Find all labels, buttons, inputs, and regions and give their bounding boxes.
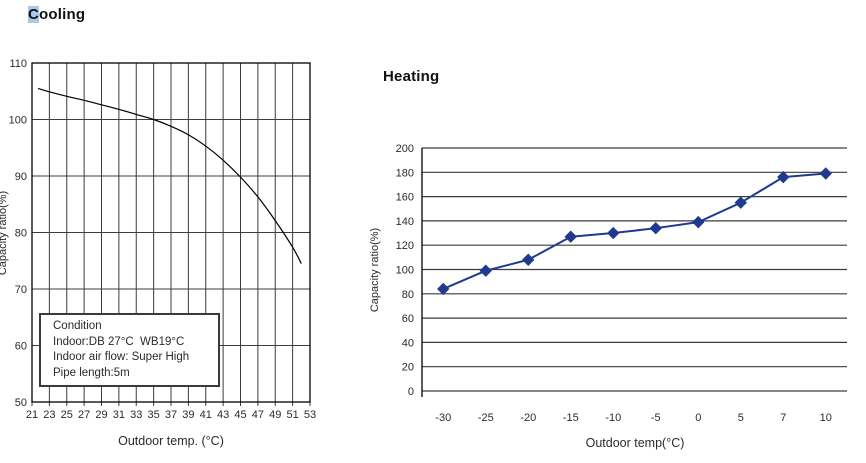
data-point-diamond xyxy=(649,221,662,235)
x-tick-label: 51 xyxy=(287,409,299,421)
heating-chart-title: Heating xyxy=(383,68,440,85)
cooling-curve xyxy=(37,87,302,264)
condition-line: Pipe length:5m xyxy=(53,366,130,379)
cooling-chart: Capacity ratio(%) Outdoor temp. (°C) 21 2… xyxy=(0,58,316,448)
data-point-diamond xyxy=(479,264,492,277)
x-tick-label: -15 xyxy=(563,412,579,424)
cooling-chart-title: Cooling xyxy=(28,6,86,23)
data-point-diamond xyxy=(692,215,705,229)
x-tick-label: -25 xyxy=(478,412,494,424)
x-tick-label: 35 xyxy=(148,409,160,421)
y-tick-label: 50 xyxy=(15,397,27,409)
data-point-diamond xyxy=(437,282,450,296)
x-tick-label: 27 xyxy=(78,409,90,421)
y-tick-label: 200 xyxy=(396,143,414,155)
x-tick-label: 43 xyxy=(217,409,229,421)
heating-line xyxy=(442,172,826,290)
x-tick-label: 7 xyxy=(780,412,786,424)
cooling-y-axis-label: Capacity ratio(%) xyxy=(0,191,9,275)
x-tick-label: 0 xyxy=(695,412,701,424)
condition-line: Condition xyxy=(53,320,102,332)
y-tick-label: 20 xyxy=(402,362,414,374)
y-tick-label: 100 xyxy=(396,265,414,277)
x-tick-label: 45 xyxy=(234,409,246,421)
x-tick-label: 41 xyxy=(200,409,212,421)
condition-line: Indoor:DB 27°C WB19°C xyxy=(53,335,185,348)
x-tick-label: -5 xyxy=(651,412,661,424)
x-tick-label: -10 xyxy=(605,412,621,424)
y-tick-label: 90 xyxy=(15,171,27,183)
x-tick-label: 31 xyxy=(113,409,125,421)
x-tick-label: 10 xyxy=(820,412,832,424)
cooling-x-axis-label: Outdoor temp. (°C) xyxy=(118,434,224,448)
data-point-diamond xyxy=(819,167,832,180)
x-tick-label: 33 xyxy=(130,409,142,421)
x-tick-label: -30 xyxy=(435,412,451,424)
y-tick-label: 160 xyxy=(396,192,414,204)
heating-chart: Capacity ratio(%) Outdoor temp(°C) 0 20 40… xyxy=(369,143,847,450)
x-tick-label: -20 xyxy=(520,412,536,424)
heating-y-axis-label: Capacity ratio(%) xyxy=(369,228,381,312)
y-tick-label: 100 xyxy=(9,115,27,127)
y-tick-label: 40 xyxy=(402,337,414,349)
x-tick-label: 25 xyxy=(61,409,73,421)
x-tick-label: 39 xyxy=(182,409,194,421)
condition-line: Indoor air flow: Super High xyxy=(53,351,190,363)
y-tick-label: 80 xyxy=(402,289,414,301)
data-point-diamond xyxy=(607,226,620,240)
y-tick-label: 60 xyxy=(15,341,27,353)
x-tick-label: 21 xyxy=(26,409,38,421)
y-tick-label: 0 xyxy=(408,386,414,398)
data-point-diamond xyxy=(522,253,535,266)
y-tick-label: 70 xyxy=(15,284,27,296)
x-tick-label: 49 xyxy=(269,409,281,421)
x-tick-label: 23 xyxy=(43,409,55,421)
x-tick-label: 53 xyxy=(304,409,316,421)
x-tick-label: 5 xyxy=(738,412,744,424)
y-tick-label: 120 xyxy=(396,240,414,252)
y-tick-label: 180 xyxy=(396,167,414,179)
condition-box: Condition Indoor:DB 27°C WB19°C Indoor a… xyxy=(39,313,220,387)
plot-border xyxy=(31,62,311,403)
y-tick-label: 140 xyxy=(396,216,414,228)
y-tick-label: 60 xyxy=(402,313,414,325)
data-point-diamond xyxy=(777,170,790,184)
data-point-diamond xyxy=(564,230,577,243)
x-tick-label: 47 xyxy=(252,409,264,421)
x-tick-label: 37 xyxy=(165,409,177,421)
x-tick-label: 29 xyxy=(95,409,107,421)
y-tick-label: 80 xyxy=(15,228,27,240)
y-tick-label: 110 xyxy=(9,58,27,70)
heating-x-axis-label: Outdoor temp(°C) xyxy=(586,436,685,450)
data-point-diamond xyxy=(734,196,747,209)
